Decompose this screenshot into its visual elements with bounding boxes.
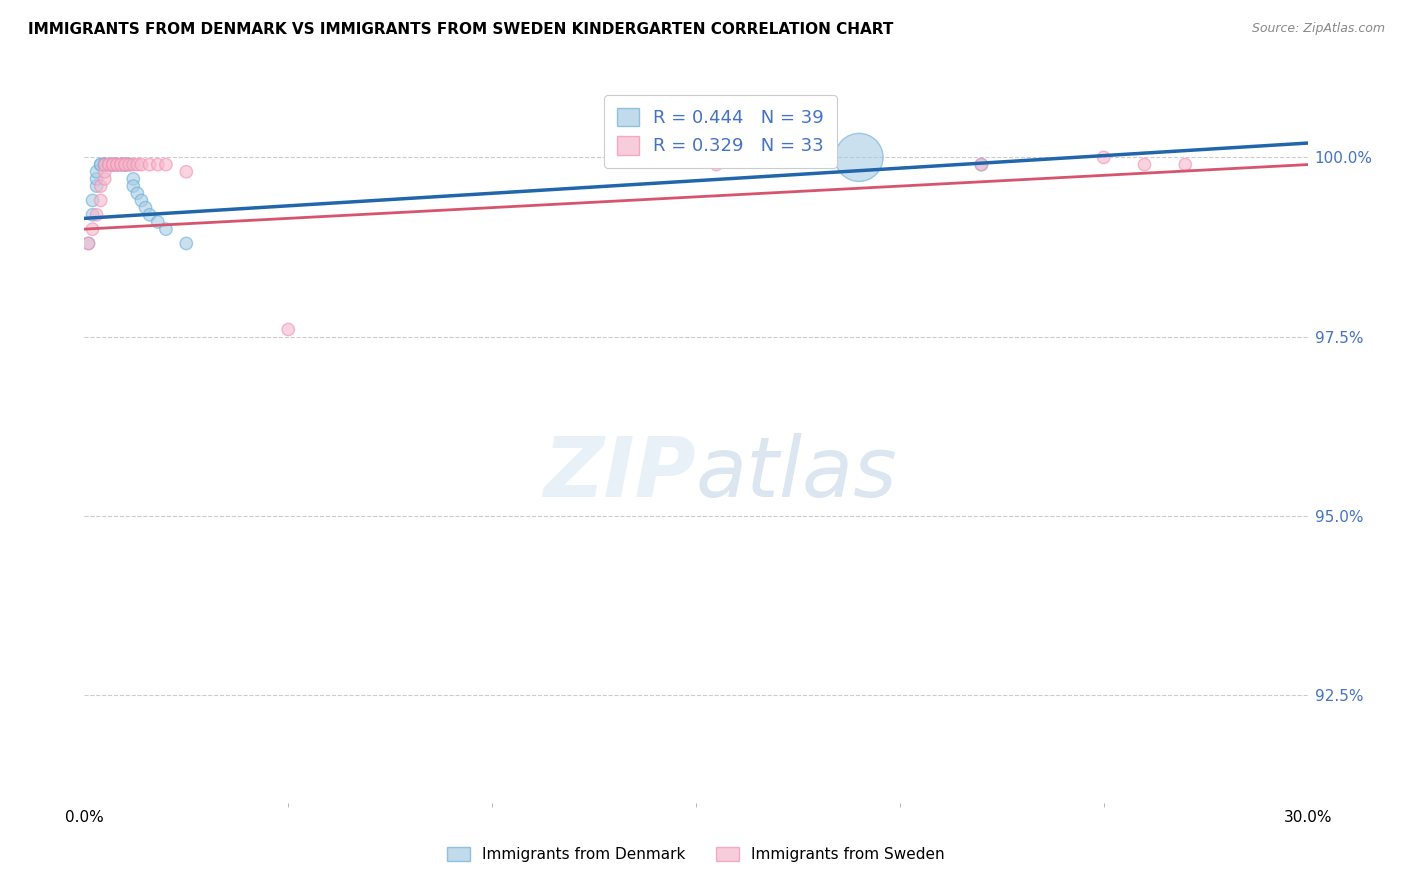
Point (101, 158, 124, 172)
Point (90, 194, 112, 208)
Text: IMMIGRANTS FROM DENMARK VS IMMIGRANTS FROM SWEDEN KINDERGARTEN CORRELATION CHART: IMMIGRANTS FROM DENMARK VS IMMIGRANTS FR… (28, 22, 893, 37)
Point (138, 208, 160, 222)
Point (131, 158, 153, 172)
Legend: Immigrants from Denmark, Immigrants from Sweden: Immigrants from Denmark, Immigrants from… (441, 841, 950, 868)
Point (176, 165, 198, 179)
Point (114, 158, 136, 172)
Point (176, 236, 198, 251)
Point (114, 158, 136, 172)
Point (101, 158, 124, 172)
Text: atlas: atlas (696, 434, 897, 514)
Point (82, 208, 104, 222)
Point (86, 165, 108, 179)
Point (93, 158, 117, 172)
Point (122, 172, 145, 186)
Point (155, 158, 177, 172)
Point (138, 158, 160, 172)
Point (122, 179, 145, 194)
Point (97, 158, 120, 172)
Point (86, 172, 108, 186)
Point (114, 158, 136, 172)
Point (93, 165, 117, 179)
Point (93, 158, 117, 172)
Point (114, 158, 136, 172)
Point (706, 158, 728, 172)
Point (86, 179, 108, 194)
Point (970, 158, 993, 172)
Point (77, 236, 100, 251)
Point (82, 194, 104, 208)
Point (110, 158, 132, 172)
Point (135, 201, 157, 215)
Point (93, 158, 117, 172)
Point (1133, 158, 1156, 172)
Point (105, 158, 128, 172)
Point (86, 208, 108, 222)
Point (127, 158, 149, 172)
Point (105, 158, 128, 172)
Point (122, 158, 145, 172)
Point (1174, 158, 1197, 172)
Point (105, 158, 128, 172)
Point (105, 158, 128, 172)
Text: Source: ZipAtlas.com: Source: ZipAtlas.com (1251, 22, 1385, 36)
Point (146, 215, 169, 229)
Point (101, 158, 124, 172)
Point (97, 158, 120, 172)
Point (1092, 150, 1115, 164)
Point (110, 158, 132, 172)
Point (105, 158, 128, 172)
Point (114, 158, 136, 172)
Point (82, 222, 104, 236)
Point (114, 158, 136, 172)
Point (93, 158, 117, 172)
Point (118, 158, 141, 172)
Point (101, 158, 124, 172)
Point (277, 322, 299, 336)
Point (127, 186, 149, 201)
Point (93, 172, 117, 186)
Point (90, 158, 112, 172)
Point (110, 158, 132, 172)
Point (97, 158, 120, 172)
Point (90, 158, 112, 172)
Point (93, 158, 117, 172)
Point (101, 158, 124, 172)
Point (970, 158, 993, 172)
Point (97, 158, 120, 172)
Point (131, 194, 153, 208)
Point (118, 158, 141, 172)
Point (90, 179, 112, 194)
Point (118, 158, 141, 172)
Text: ZIP: ZIP (543, 434, 696, 514)
Point (110, 158, 132, 172)
Point (101, 158, 124, 172)
Point (848, 150, 870, 164)
Point (77, 236, 100, 251)
Point (146, 158, 169, 172)
Point (155, 222, 177, 236)
